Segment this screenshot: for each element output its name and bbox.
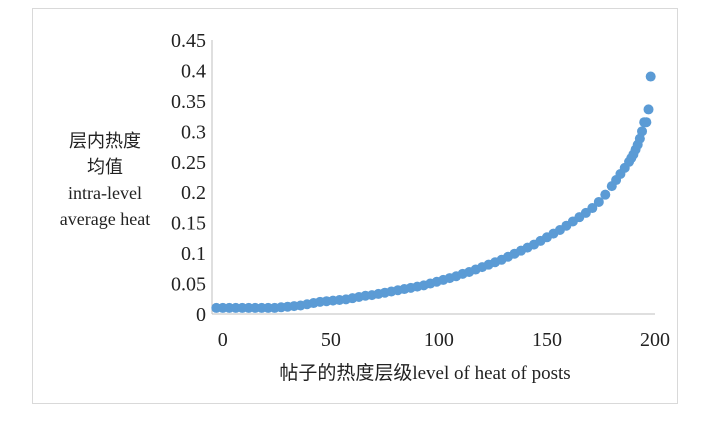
data-point — [645, 71, 656, 82]
x-tick-label: 200 — [640, 329, 670, 351]
y-axis-label-line-1: 层内热度 — [69, 131, 141, 151]
data-point — [641, 117, 652, 128]
y-tick-label: 0.3 — [181, 121, 206, 143]
data-points — [211, 71, 656, 313]
y-tick-label: 0.1 — [181, 243, 206, 265]
data-point — [643, 104, 654, 115]
x-tick-label: 50 — [321, 329, 341, 351]
y-tick-label: 0.4 — [181, 60, 206, 82]
y-axis-label-line-2: 均值 — [87, 157, 123, 177]
y-tick-label: 0.2 — [181, 182, 206, 204]
y-tick-label: 0.25 — [171, 152, 206, 174]
y-tick-labels: 0 0.05 0.1 0.15 0.2 0.25 0.3 0.35 0.4 0.45 — [171, 30, 206, 326]
y-axis-label: 层内热度 均值 intra-level average heat — [44, 128, 166, 232]
chart-frame — [32, 8, 678, 404]
x-tick-label: 150 — [532, 329, 562, 351]
y-tick-label: 0.05 — [171, 274, 206, 296]
y-tick-label: 0.15 — [171, 213, 206, 235]
data-point — [593, 196, 604, 207]
data-point — [637, 126, 648, 137]
x-axis-label: 帖子的热度层级level of heat of posts — [279, 363, 571, 384]
y-axis-label-line-3: intra-level — [68, 183, 142, 203]
y-tick-label: 0 — [196, 304, 206, 326]
x-tick-label: 0 — [218, 329, 228, 351]
y-tick-label: 0.35 — [171, 91, 206, 113]
y-tick-label: 0.45 — [171, 30, 206, 52]
data-point — [600, 189, 611, 200]
y-axis-label-line-4: average heat — [59, 209, 151, 229]
data-point — [587, 203, 598, 214]
x-tick-labels: 0 50 100 150 200 — [218, 329, 670, 351]
x-tick-label: 100 — [424, 329, 454, 351]
